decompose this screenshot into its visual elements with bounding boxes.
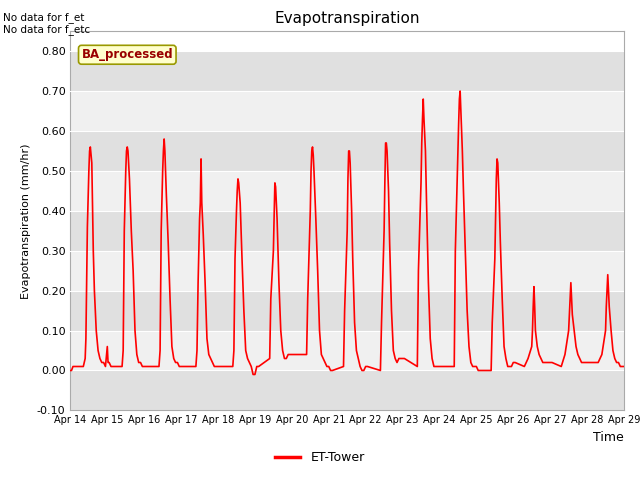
- Bar: [70, 291, 624, 331]
- Bar: [70, 131, 624, 171]
- X-axis label: Time: Time: [593, 431, 624, 444]
- Text: No data for f_etc: No data for f_etc: [3, 24, 90, 35]
- Bar: [70, 331, 624, 371]
- Bar: [70, 371, 624, 410]
- Y-axis label: Evapotranspiration (mm/hr): Evapotranspiration (mm/hr): [21, 143, 31, 299]
- Bar: [70, 91, 624, 131]
- Bar: [70, 251, 624, 291]
- Legend: ET-Tower: ET-Tower: [270, 446, 370, 469]
- Text: No data for f_et: No data for f_et: [3, 12, 84, 23]
- Text: BA_processed: BA_processed: [81, 48, 173, 61]
- Title: Evapotranspiration: Evapotranspiration: [275, 11, 420, 26]
- Bar: [70, 171, 624, 211]
- Bar: [70, 211, 624, 251]
- Bar: [70, 51, 624, 91]
